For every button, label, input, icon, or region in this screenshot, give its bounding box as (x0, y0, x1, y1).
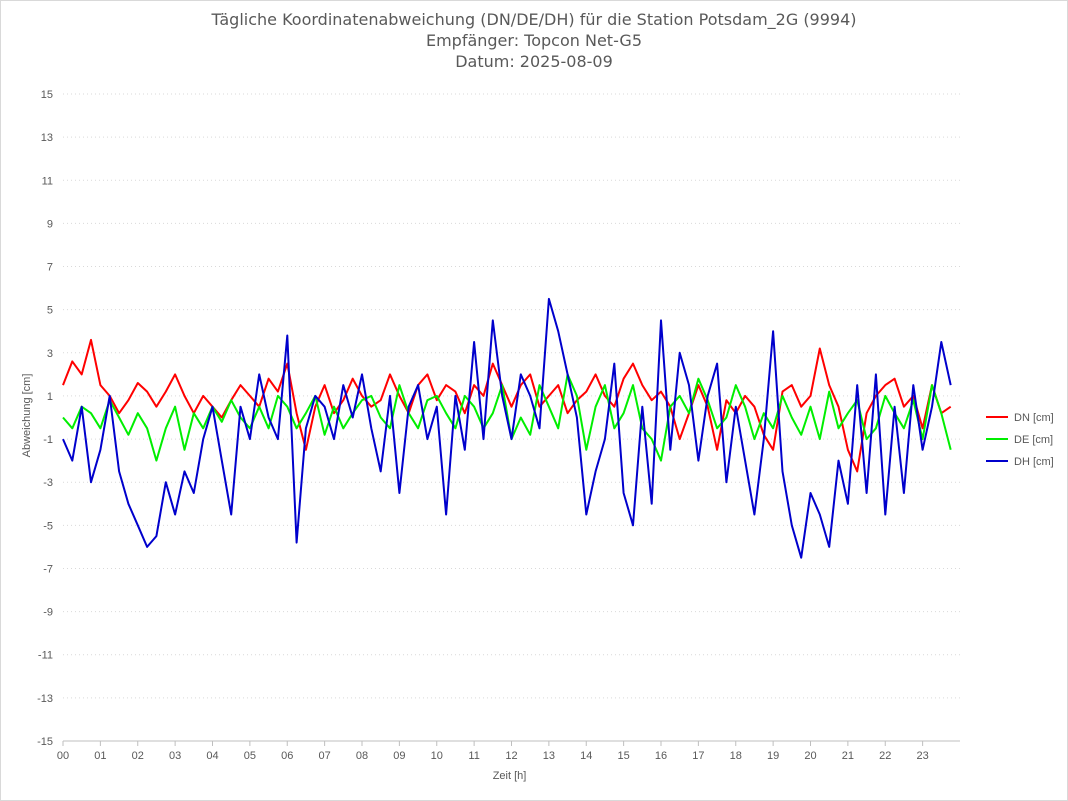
y-tick-label: -9 (43, 607, 53, 619)
x-tick-label: 23 (917, 750, 929, 762)
gridlines (63, 93, 960, 742)
legend-label: DH [cm] (1014, 456, 1054, 468)
x-tick-label: 08 (356, 750, 368, 762)
y-tick-label: -7 (43, 563, 53, 575)
chart-subtitle-receiver: Empfänger: Topcon Net-G5 (425, 31, 643, 50)
y-tick-label: -15 (37, 736, 53, 748)
x-tick-label: 07 (319, 750, 331, 762)
x-tick-label: 18 (730, 750, 742, 762)
series-line-3 (62, 297, 952, 559)
x-tick-label: 13 (543, 750, 555, 762)
x-axis-ticks: 00 01 02 03 04 05 06 07 08 09 10 11 12 13 14 15 16 17 18 19… (57, 741, 929, 762)
y-tick-label: -5 (43, 520, 53, 532)
y-axis-ticks: 15 13 11 9 7 5 3 1 -1 -3 -5 -7 -9 -11 -13 -15 (37, 89, 53, 748)
x-tick-label: 20 (804, 750, 816, 762)
chart-title: Tägliche Koordinatenabweichung (DN/DE/DH… (211, 10, 857, 29)
chart-subtitle-date: Datum: 2025-08-09 (455, 52, 613, 71)
x-tick-label: 09 (393, 750, 405, 762)
x-tick-label: 05 (244, 750, 256, 762)
y-tick-label: 1 (47, 391, 53, 403)
y-tick-label: -3 (43, 477, 53, 489)
x-tick-label: 14 (580, 750, 592, 762)
x-tick-label: 15 (618, 750, 630, 762)
y-tick-label: 13 (41, 132, 53, 144)
legend-label: DE [cm] (1014, 434, 1053, 446)
y-tick-label: 9 (47, 218, 53, 230)
x-tick-label: 04 (206, 750, 218, 762)
x-axis-label: Zeit [h] (493, 770, 527, 782)
y-tick-label: 11 (42, 175, 53, 187)
y-axis-label: Abweichung [cm] (21, 374, 33, 458)
x-tick-label: 19 (767, 750, 779, 762)
legend: DN [cm] DE [cm] DH [cm] (986, 412, 1054, 468)
y-tick-label: 5 (47, 305, 53, 317)
y-tick-label: 7 (47, 262, 53, 274)
x-tick-label: 17 (692, 750, 704, 762)
x-tick-label: 22 (879, 750, 891, 762)
x-tick-label: 02 (132, 750, 144, 762)
data-series (62, 297, 952, 559)
y-tick-label: -13 (37, 693, 53, 705)
x-tick-label: 16 (655, 750, 667, 762)
y-tick-label: -1 (43, 434, 53, 446)
x-tick-label: 12 (505, 750, 517, 762)
x-tick-label: 01 (94, 750, 106, 762)
chart-title-block: Tägliche Koordinatenabweichung (DN/DE/DH… (0, 9, 1068, 72)
x-tick-label: 11 (468, 750, 479, 762)
x-tick-label: 03 (169, 750, 181, 762)
x-tick-label: 00 (57, 750, 69, 762)
y-tick-label: -11 (38, 650, 53, 662)
x-tick-label: 06 (281, 750, 293, 762)
series-line-1 (62, 338, 952, 473)
x-tick-label: 10 (431, 750, 443, 762)
legend-label: DN [cm] (1014, 412, 1054, 424)
x-tick-label: 21 (842, 750, 854, 762)
y-tick-label: 3 (47, 348, 53, 360)
y-tick-label: 15 (41, 89, 53, 101)
